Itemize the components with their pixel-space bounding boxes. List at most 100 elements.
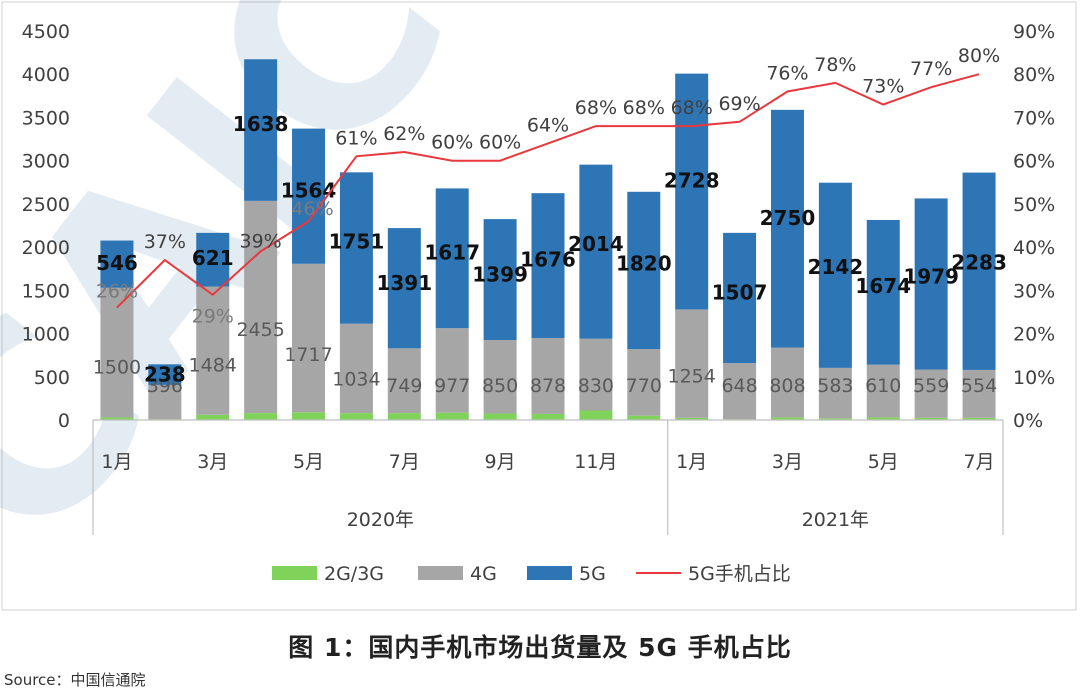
ratio-label: 46% bbox=[291, 198, 333, 220]
bar-4g bbox=[100, 287, 134, 418]
label-4g: 977 bbox=[434, 375, 470, 397]
bar-4g bbox=[483, 340, 517, 414]
x-tick-label: 7月 bbox=[964, 451, 995, 473]
ratio-label: 60% bbox=[431, 132, 473, 154]
legend-swatch bbox=[418, 566, 463, 580]
legend-label: 4G bbox=[470, 563, 497, 585]
y-left-tick-label: 2000 bbox=[22, 237, 70, 259]
bar-4g bbox=[866, 364, 900, 418]
x-tick-label: 9月 bbox=[485, 451, 516, 473]
label-4g: 808 bbox=[769, 375, 805, 397]
label-5g: 1638 bbox=[233, 112, 289, 136]
bar-4g bbox=[387, 348, 421, 414]
bar-5g bbox=[723, 232, 757, 364]
y-right-tick-label: 10% bbox=[1013, 367, 1055, 389]
bar-4g bbox=[627, 349, 661, 416]
label-5g: 2014 bbox=[568, 232, 624, 256]
ratio-label: 61% bbox=[335, 127, 377, 149]
bar-4g bbox=[818, 367, 852, 419]
ratio-label: 68% bbox=[623, 97, 665, 119]
x-tick-label: 5月 bbox=[293, 451, 324, 473]
bar-2g3g bbox=[818, 418, 852, 420]
label-4g: 1484 bbox=[189, 354, 237, 376]
label-4g: 2455 bbox=[236, 319, 284, 341]
x-tick-label: 1月 bbox=[676, 451, 707, 473]
ratio-label: 77% bbox=[910, 58, 952, 80]
ratio-label: 39% bbox=[240, 230, 282, 252]
bar-4g bbox=[531, 338, 565, 414]
label-5g: 1676 bbox=[520, 247, 576, 271]
ratio-label: 80% bbox=[958, 45, 1000, 67]
bar-2g3g bbox=[962, 417, 996, 420]
y-left-tick-label: 1500 bbox=[22, 280, 70, 302]
bar-2g3g bbox=[579, 410, 613, 420]
x-group-label: 2020年 bbox=[347, 509, 414, 531]
bar-4g bbox=[675, 309, 709, 418]
x-tick-label: 5月 bbox=[868, 451, 899, 473]
bar-4g bbox=[723, 363, 757, 420]
label-5g: 2142 bbox=[808, 255, 864, 279]
ratio-label: 60% bbox=[479, 132, 521, 154]
chart-frame bbox=[1, 1, 1077, 611]
chart-svg: CAICT05001000150020002500300035004000450… bbox=[0, 0, 1077, 611]
legend-label: 5G手机占比 bbox=[688, 563, 791, 585]
label-4g: 1034 bbox=[332, 368, 380, 390]
label-4g: 830 bbox=[578, 375, 614, 397]
ratio-label: 68% bbox=[671, 97, 713, 119]
y-right-tick-label: 20% bbox=[1013, 324, 1055, 346]
bar-2g3g bbox=[531, 413, 565, 420]
bar-2g3g bbox=[914, 417, 948, 420]
bar-4g bbox=[579, 338, 613, 411]
label-4g: 878 bbox=[530, 375, 566, 397]
label-5g: 546 bbox=[96, 251, 138, 275]
y-right-tick-label: 90% bbox=[1013, 21, 1055, 43]
legend-swatch bbox=[527, 566, 572, 580]
bar-4g bbox=[339, 323, 373, 414]
source-note: Source：中国信通院 bbox=[4, 671, 146, 689]
bar-5g bbox=[818, 182, 852, 368]
legend-swatch bbox=[272, 566, 317, 580]
y-left-tick-label: 3500 bbox=[22, 107, 70, 129]
bar-5g bbox=[962, 172, 996, 370]
y-left-tick-label: 2500 bbox=[22, 194, 70, 216]
bar-2g3g bbox=[627, 415, 661, 420]
bar-5g bbox=[292, 128, 326, 264]
figure-caption: 图 1：国内手机市场出货量及 5G 手机占比 bbox=[288, 633, 792, 662]
y-right-tick-label: 40% bbox=[1013, 237, 1055, 259]
bar-5g bbox=[627, 191, 661, 350]
label-5g: 1751 bbox=[329, 229, 385, 253]
ratio-label: 69% bbox=[718, 93, 760, 115]
label-4g: 396 bbox=[147, 375, 183, 397]
bar-2g3g bbox=[675, 417, 709, 420]
label-4g: 850 bbox=[482, 375, 518, 397]
x-tick-label: 11月 bbox=[574, 451, 617, 473]
bar-2g3g bbox=[244, 413, 278, 420]
y-left-tick-label: 4500 bbox=[22, 21, 70, 43]
y-left-tick-label: 0 bbox=[58, 410, 70, 432]
label-5g: 1820 bbox=[616, 252, 672, 276]
label-5g: 621 bbox=[192, 246, 234, 270]
bar-4g bbox=[244, 200, 278, 414]
bar-5g bbox=[675, 73, 709, 310]
bar-5g bbox=[866, 219, 900, 365]
label-4g: 610 bbox=[865, 375, 901, 397]
label-5g: 1391 bbox=[376, 271, 432, 295]
x-tick-label: 3月 bbox=[197, 451, 228, 473]
label-4g: 559 bbox=[913, 375, 949, 397]
bar-5g bbox=[914, 198, 948, 370]
label-4g: 648 bbox=[721, 375, 757, 397]
label-5g: 2728 bbox=[664, 169, 720, 193]
bar-2g3g bbox=[292, 412, 326, 420]
x-tick-label: 1月 bbox=[101, 451, 132, 473]
bar-5g bbox=[100, 240, 134, 288]
bar-5g bbox=[531, 193, 565, 339]
ratio-label: 76% bbox=[766, 63, 808, 85]
bar-5g bbox=[435, 188, 469, 329]
bar-5g bbox=[148, 364, 182, 385]
y-left-tick-label: 500 bbox=[34, 367, 70, 389]
bar-2g3g bbox=[435, 412, 469, 420]
bar-4g bbox=[292, 263, 326, 413]
label-5g: 1979 bbox=[903, 264, 959, 288]
label-5g: 1617 bbox=[424, 240, 480, 264]
